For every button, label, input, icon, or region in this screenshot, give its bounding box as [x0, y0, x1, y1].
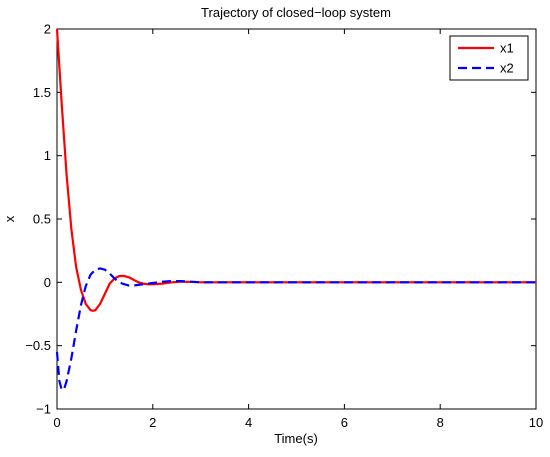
y-tick-label: −1	[36, 402, 51, 417]
y-tick-label: 2	[44, 22, 51, 37]
series-line-x1	[55, 28, 536, 312]
y-tick-label: −0.5	[25, 338, 51, 353]
y-axis-label: x	[2, 215, 17, 222]
y-tick-label: 0.5	[33, 212, 51, 227]
x-tick-label: 10	[529, 415, 543, 430]
x-tick-label: 4	[245, 415, 252, 430]
y-tick-label: 0	[44, 275, 51, 290]
x-axis-label: Time(s)	[274, 431, 318, 446]
legend-label-x2: x2	[500, 61, 514, 76]
x-tick-label: 6	[341, 415, 348, 430]
x-tick-label: 0	[53, 415, 60, 430]
axes-ticks: 0 2 4 6 8 10 −1 −0.5 0 0.5 1 1.5 2	[25, 22, 543, 431]
legend-box	[449, 35, 529, 81]
legend-label-x1: x1	[500, 41, 514, 56]
y-tick-label: 1.5	[33, 85, 51, 100]
series-group	[55, 28, 536, 392]
chart-title: Trajectory of closed−loop system	[201, 5, 391, 20]
x-tick-label: 8	[437, 415, 444, 430]
y-tick-label: 1	[44, 148, 51, 163]
x-tick-label: 2	[149, 415, 156, 430]
series-line-x2	[55, 267, 536, 392]
plot-area-frame	[56, 28, 537, 410]
